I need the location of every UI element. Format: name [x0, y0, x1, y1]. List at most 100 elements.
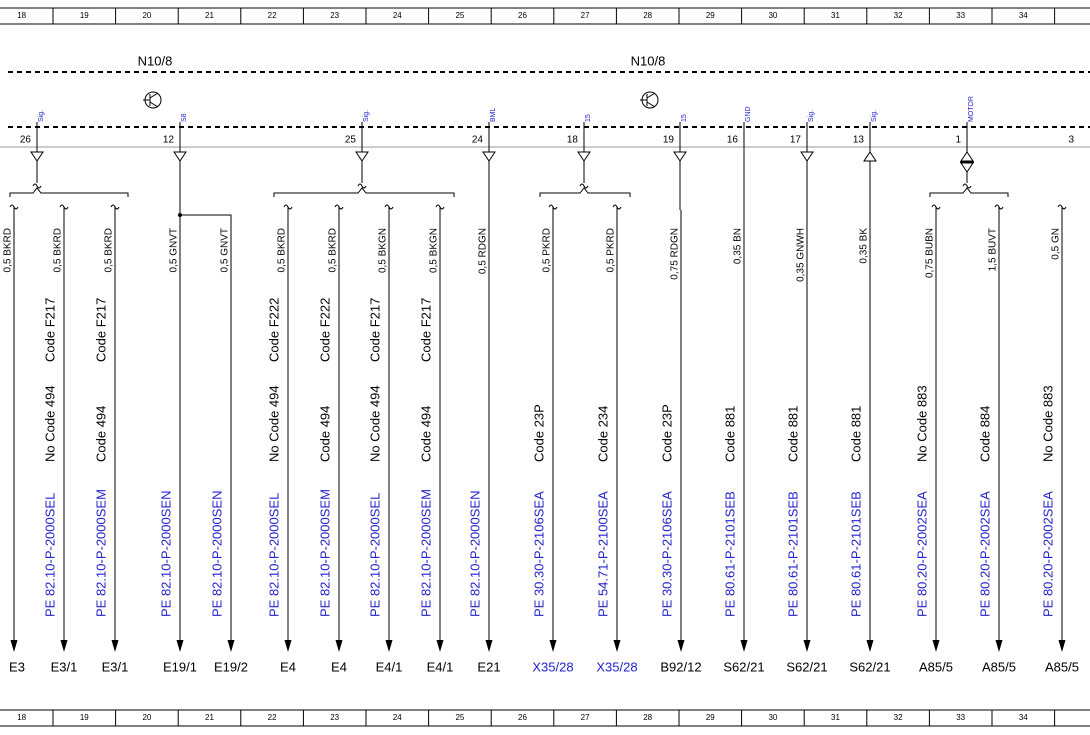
ruler-frames [0, 7, 1090, 727]
pin-number: 25 [345, 135, 357, 146]
wire-label: 0,75 RDGN [670, 228, 681, 280]
module-label: N10/8 [631, 53, 666, 68]
pin-number: 13 [853, 135, 865, 146]
destination: S62/21 [786, 659, 827, 674]
code-note: No Code 494 [42, 385, 57, 462]
pin-signal: Sig. [871, 110, 878, 122]
wire-arrow [284, 640, 292, 652]
destination: A85/5 [919, 659, 953, 674]
pin-signal: S8 [181, 113, 188, 122]
wire-break [579, 183, 589, 189]
code-note: Code F222 [266, 298, 281, 362]
wire-label: 0,5 BKGN [429, 228, 440, 273]
ruler-label: 24 [393, 11, 402, 20]
wire-break [357, 183, 367, 189]
destination: E3/1 [102, 659, 129, 674]
wire-arrow [176, 640, 184, 652]
wire-label: 0,5 BKRD [3, 228, 14, 272]
wire-arrow [613, 640, 621, 652]
destination: E19/1 [163, 659, 197, 674]
code-note: Code F217 [93, 298, 108, 362]
ruler-label: 25 [455, 713, 464, 722]
wire-break [962, 183, 972, 189]
wire-label: 0,5 GN [1051, 228, 1062, 260]
wire-label: 0,5 GNVT [220, 228, 231, 272]
destination: E4/1 [376, 659, 403, 674]
code-note: Code F217 [367, 298, 382, 362]
pin-arrow [800, 151, 814, 162]
ruler-label: 33 [956, 713, 965, 722]
wire-break [32, 183, 42, 189]
code-note: Code 881 [848, 406, 863, 462]
pin-signal: Sig. [38, 110, 45, 122]
doc-reference: PE 54.71-P-2100SEA [595, 491, 610, 617]
destination: A85/5 [982, 659, 1016, 674]
ruler-label: 27 [581, 713, 590, 722]
destination: E4 [280, 659, 296, 674]
code-note: Code 494 [418, 406, 433, 462]
doc-reference: PE 80.61-P-2101SEB [848, 491, 863, 617]
doc-reference: PE 82.10-P-2000SEM [418, 489, 433, 617]
pin-arrow [577, 151, 591, 162]
code-note: No Code 883 [914, 385, 929, 462]
ruler-label: 24 [393, 713, 402, 722]
wire-arrow [803, 640, 811, 652]
ruler-label: 20 [142, 11, 151, 20]
ruler-label: 26 [518, 11, 527, 20]
wire-label: 0,5 PKRD [606, 228, 617, 272]
wire-label: 0,35 BK [859, 228, 870, 264]
wire-arrow [549, 640, 557, 652]
code-note: Code 494 [317, 406, 332, 462]
transistor-symbol [143, 91, 162, 109]
code-note: Code F217 [418, 298, 433, 362]
ruler-label: 34 [1019, 11, 1028, 20]
destination: E19/2 [214, 659, 248, 674]
code-note: Code F217 [42, 298, 57, 362]
doc-reference: PE 82.10-P-2000SEM [317, 489, 332, 617]
pin-number: 3 [1068, 135, 1074, 146]
ruler-label: 19 [80, 11, 89, 20]
wire-label: 0,5 GNVT [169, 228, 180, 272]
ruler-label: 33 [956, 11, 965, 20]
wire-arrow [995, 640, 1003, 652]
splice-braces [9, 187, 1009, 230]
code-note: Code 234 [595, 406, 610, 462]
pin-arrow [30, 151, 44, 162]
pin-number: 12 [163, 135, 175, 146]
pin-signal: Sig. [808, 110, 815, 122]
wire-arrow [1058, 640, 1066, 652]
ruler-label: 22 [268, 713, 277, 722]
ruler-label: 28 [643, 713, 652, 722]
wire-label: 0,75 BUBN [925, 228, 936, 278]
wire-label: 0,5 PKRD [542, 228, 553, 272]
pin-number: 18 [567, 135, 579, 146]
wire-arrow [335, 640, 343, 652]
wire-label: 0,5 BKRD [277, 228, 288, 272]
ruler-label: 20 [142, 713, 151, 722]
pin-arrow [355, 151, 369, 162]
transistor-symbol [640, 91, 659, 109]
ruler-label: 32 [894, 713, 903, 722]
code-note: Code 23P [659, 404, 674, 462]
ruler-label: 34 [1019, 713, 1028, 722]
destination: X35/28 [532, 659, 573, 674]
ruler-label: 18 [17, 713, 26, 722]
ruler-label: 18 [17, 11, 26, 20]
doc-reference: PE 82.10-P-2000SEL [266, 493, 281, 617]
code-note: Code 881 [785, 406, 800, 462]
pin-arrow [863, 151, 877, 162]
ruler-label: 28 [643, 11, 652, 20]
pin-number: 24 [472, 135, 484, 146]
ruler-label: 23 [330, 713, 339, 722]
pin-signal: Sig. [363, 110, 370, 122]
destination: A85/5 [1045, 659, 1079, 674]
wire-arrow [677, 640, 685, 652]
pin-signal: BML [490, 108, 497, 123]
destination: E4/1 [427, 659, 454, 674]
wire-arrow [385, 640, 393, 652]
ruler-label: 22 [268, 11, 277, 20]
destination: B92/12 [660, 659, 701, 674]
code-note: Code F222 [317, 298, 332, 362]
pin-signal: MOTOR [968, 96, 975, 122]
